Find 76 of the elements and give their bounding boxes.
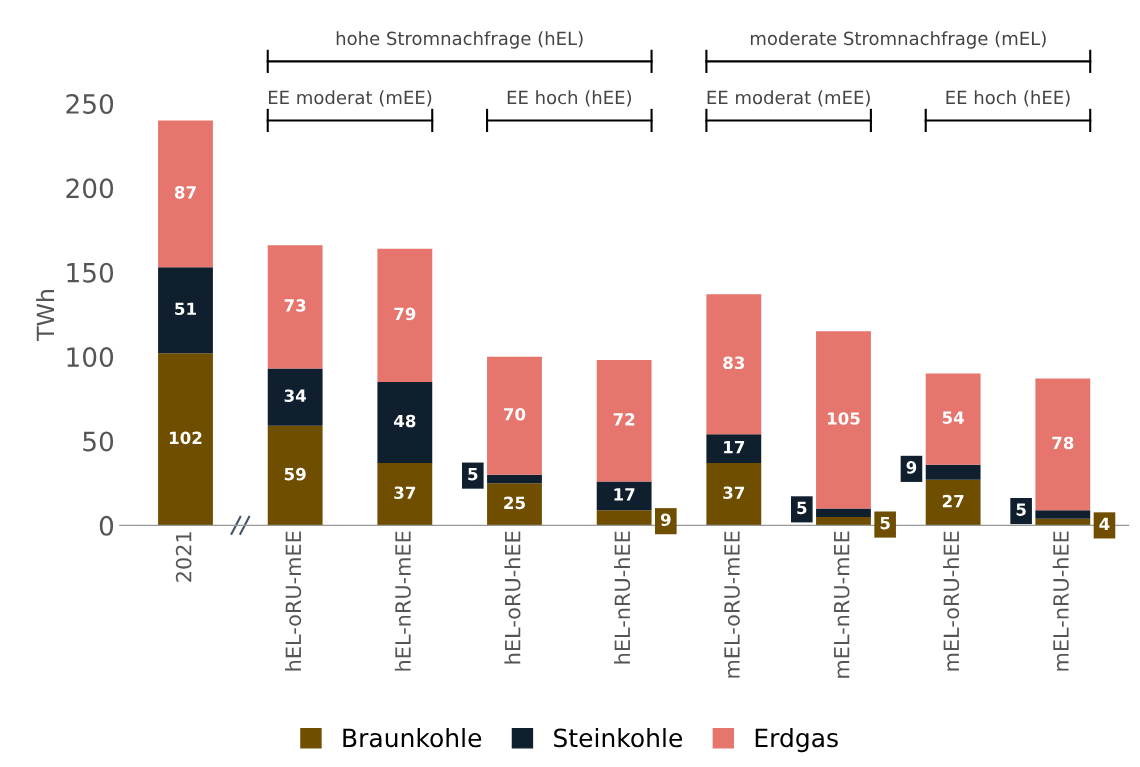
data-label: 87 [174, 186, 196, 199]
data-label: 102 [169, 431, 202, 445]
bar [158, 267, 213, 354]
data-label: 4 [1099, 517, 1110, 530]
y-tick-label: 0 [99, 515, 114, 536]
x-tick-label: hEL-oRU-mEE [285, 531, 302, 671]
annotation: EE hoch (hEE) [507, 90, 632, 107]
x-tick-label: hEL-nRU-mEE [394, 531, 411, 671]
data-label: 5 [1016, 503, 1026, 516]
data-label: 51 [175, 302, 196, 316]
bar [377, 462, 433, 526]
bar [1035, 378, 1091, 511]
annotation: EE hoch (hEE) [946, 90, 1070, 107]
bar [487, 356, 542, 475]
data-label: 73 [284, 299, 306, 312]
data-label: 79 [394, 307, 416, 321]
data-label: 48 [393, 414, 416, 428]
legend-label: Braunkohle [343, 727, 482, 748]
x-tick-label: 2021 [175, 532, 192, 582]
bar [706, 294, 762, 435]
x-tick-label: mEL-oRU-mEE [724, 531, 740, 678]
data-label: 37 [394, 486, 416, 500]
data-label: 17 [614, 488, 635, 501]
bar [487, 474, 542, 484]
x-tick-label: mEL-oRU-hEE [943, 531, 960, 671]
data-label: 54 [942, 411, 964, 424]
bar [487, 483, 542, 526]
data-label: 105 [827, 412, 860, 425]
data-label: 5 [797, 501, 807, 515]
data-label: 70 [504, 407, 526, 421]
data-label: 78 [1052, 436, 1074, 450]
bar [596, 360, 652, 482]
x-tick-label: hEL-oRU-hEE [504, 531, 521, 664]
data-label: 59 [284, 467, 306, 481]
y-tick-label: 50 [83, 431, 114, 452]
data-label: 27 [942, 494, 964, 508]
annotation: EE moderat (mEE) [707, 90, 870, 107]
bar [596, 481, 652, 511]
bar [816, 331, 871, 509]
data-label: 37 [723, 486, 745, 500]
x-tick-label: hEL-nRU-hEE [614, 531, 631, 664]
data-label: 5 [468, 468, 478, 481]
bar [925, 373, 981, 465]
bar [158, 120, 213, 268]
bar [267, 368, 323, 426]
bar [925, 479, 981, 526]
text: moderate Stromnachfrage (mEL) [750, 31, 1046, 49]
legend-label: Erdgas [755, 727, 838, 753]
data-label: 25 [504, 496, 525, 510]
bar [816, 508, 871, 517]
data-label: 72 [613, 413, 635, 426]
data-label: 17 [724, 441, 745, 454]
data-label: 34 [284, 389, 306, 402]
legend-label: Steinkohle [554, 727, 682, 748]
y-tick-label: 100 [67, 347, 114, 368]
bar [267, 245, 323, 369]
data-label: 83 [723, 356, 745, 370]
bar [158, 353, 213, 526]
bar [596, 510, 652, 526]
y-tick-label: 200 [66, 178, 114, 199]
y-tick-label: 150 [67, 262, 114, 283]
x-tick-label: mEL-nRU-hEE [1052, 531, 1069, 671]
y-axis-title: TWh [36, 290, 54, 341]
data-label: 9 [660, 513, 671, 527]
bar [377, 381, 433, 463]
x-tick-label: mEL-nRU-mEE [834, 531, 850, 678]
annotation: EE moderat (mEE) [268, 90, 432, 107]
bar [706, 462, 762, 526]
data-label: 9 [906, 461, 917, 474]
text: hohe Stromnachfrage (hEL) [336, 31, 583, 49]
bar [706, 434, 762, 463]
data-label: 5 [880, 517, 890, 530]
bar [267, 425, 323, 526]
y-tick-label: 250 [66, 93, 114, 114]
bar [377, 248, 433, 382]
bar [816, 516, 871, 526]
